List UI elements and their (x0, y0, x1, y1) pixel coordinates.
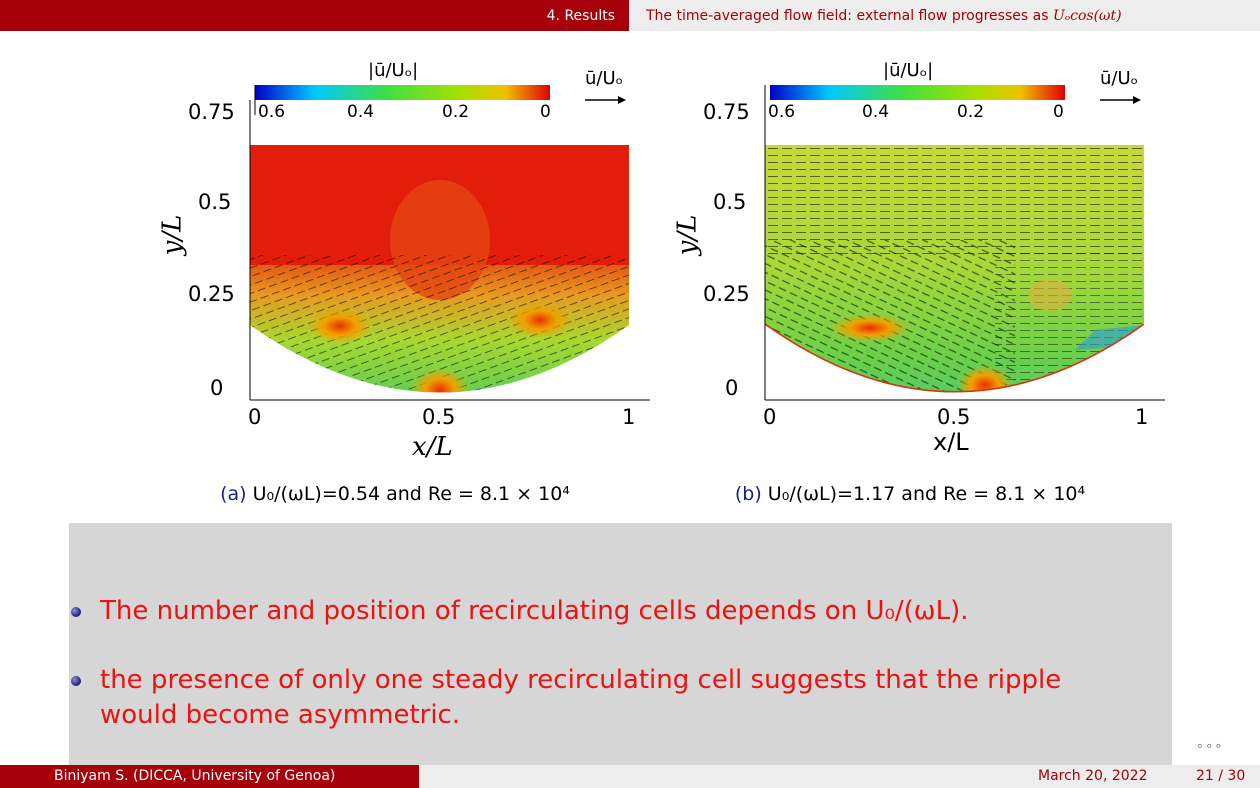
arrow-key-label-a: ū/Uₒ (585, 68, 624, 89)
subtitle-math: Uₒcos(ωt) (1052, 8, 1122, 24)
flow-field-plot-a (249, 85, 650, 401)
x-axis-label-a: x/L (412, 432, 453, 462)
page-number: 21 / 30 (1196, 768, 1246, 784)
flow-field-plot-b (764, 85, 1165, 401)
y-tick-a-3: 0 (210, 376, 224, 400)
arrow-key-label-b: ū/Uₒ (1100, 68, 1139, 89)
y-axis-label-a: y/L (157, 214, 188, 256)
colorbar-tick-a-0: 0.6 (258, 102, 286, 122)
header-section[interactable]: 4. Results (0, 0, 629, 31)
caption-a: (a) U₀/(ωL)=0.54 and Re = 8.1 × 10⁴ (140, 483, 650, 505)
colorbar-tick-b-3: 0 (1053, 102, 1064, 122)
y-tick-b-0: 0.75 (703, 100, 750, 124)
subtitle-text: The time-averaged flow field: external f… (646, 8, 1053, 24)
colorbar-tick-b-2: 0.2 (957, 102, 985, 122)
y-tick-b-2: 0.25 (703, 282, 750, 306)
colorbar-tick-a-2: 0.2 (442, 102, 470, 122)
section-title: 4. Results (546, 8, 615, 24)
y-axis-label-b: y/L (672, 214, 703, 256)
x-tick-b-1: 0.5 (937, 405, 971, 429)
colorbar-title-a: |ū/Uₒ| (368, 60, 419, 81)
footer-author: Biniyam S. (DICCA, University of Genoa) (54, 768, 336, 784)
footer-date: March 20, 2022 (1038, 768, 1148, 784)
bullet-dot-icon (71, 676, 81, 686)
x-axis-label-b: x/L (933, 428, 969, 456)
x-tick-a-0: 0 (248, 405, 262, 429)
caption-b: (b) U₀/(ωL)=1.17 and Re = 8.1 × 10⁴ (655, 483, 1165, 505)
colorbar-tick-b-1: 0.4 (862, 102, 890, 122)
colorbar-b (770, 85, 1065, 100)
slide-subtitle: The time-averaged flow field: external f… (646, 8, 1122, 24)
velocity-field-a (250, 145, 629, 393)
colorbar-a (255, 85, 550, 100)
header-bar: 4. Results The time-averaged flow field:… (0, 0, 1260, 31)
caption-label-b: (b) (734, 483, 762, 505)
x-tick-a-1: 0.5 (422, 405, 456, 429)
colorbar-tick-a-3: 0 (540, 102, 551, 122)
x-tick-b-2: 1 (1135, 405, 1149, 429)
y-tick-b-1: 0.5 (713, 190, 747, 214)
y-tick-a-1: 0.5 (198, 190, 232, 214)
y-tick-a-0: 0.75 (188, 100, 235, 124)
bullet-box: The number and position of recirculating… (69, 523, 1172, 766)
bullet-text: the presence of only one steady recircul… (100, 665, 1062, 730)
footer-bar: Biniyam S. (DICCA, University of Genoa) … (0, 765, 1260, 788)
caption-label-a: (a) (220, 483, 247, 505)
colorbar-title-b: |ū/Uₒ| (883, 60, 934, 81)
colorbar-tick-a-1: 0.4 (347, 102, 375, 122)
bullet-dot-icon (71, 607, 81, 617)
y-tick-a-2: 0.25 (188, 282, 235, 306)
colorbar-tick-b-0: 0.6 (768, 102, 796, 122)
y-tick-b-3: 0 (725, 376, 739, 400)
figure-panel-a: |ū/Uₒ| 0.6 0.4 0.2 0 ū/Uₒ 0.75 0.5 0.25 … (140, 40, 650, 520)
caption-text-a: U₀/(ωL)=0.54 and Re = 8.1 × 10⁴ (252, 483, 570, 505)
x-tick-a-2: 1 (622, 405, 636, 429)
figure-panel-b: |ū/Uₒ| 0.6 0.4 0.2 0 ū/Uₒ 0.75 0.5 0.25 … (655, 40, 1165, 520)
footer-author-block: Biniyam S. (DICCA, University of Genoa) (0, 765, 419, 788)
caption-text-b: U₀/(ωL)=1.17 and Re = 8.1 × 10⁴ (767, 483, 1086, 505)
velocity-field-b (765, 145, 1144, 393)
x-tick-b-0: 0 (763, 405, 777, 429)
nav-controls-icon[interactable]: ∘∘∘ (1196, 739, 1224, 754)
bullet-text: The number and position of recirculating… (100, 596, 969, 626)
